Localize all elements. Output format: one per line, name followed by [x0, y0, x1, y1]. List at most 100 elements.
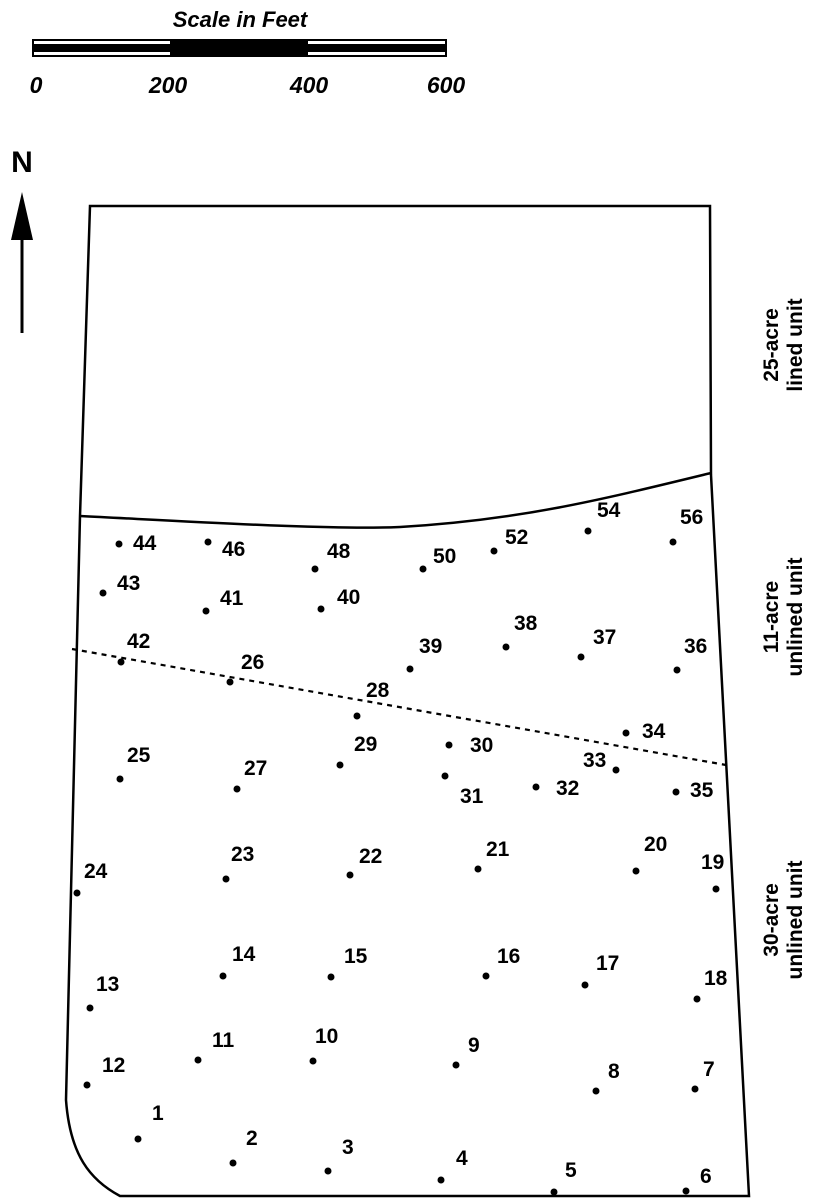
sample-point-label: 3	[342, 1136, 354, 1159]
sample-point-label: 16	[497, 945, 520, 968]
scale-title: Scale in Feet	[173, 7, 309, 32]
sample-point-16: 16	[482, 945, 520, 980]
unit-label-25-acre-line2: lined unit	[784, 298, 807, 391]
unit-label-11-acre-line2: unlined unit	[784, 558, 807, 677]
sample-point-44: 44	[115, 532, 157, 555]
sample-point-label: 18	[704, 967, 728, 990]
sample-point-marker	[612, 766, 620, 774]
sample-point-label: 26	[241, 651, 264, 674]
unit-label-25-acre: 25-acre lined unit	[760, 298, 807, 391]
sample-point-20: 20	[632, 833, 667, 875]
north-label: N	[11, 146, 33, 179]
sample-point-marker	[134, 1135, 142, 1143]
sample-point-marker	[222, 875, 230, 883]
sample-point-label: 33	[583, 749, 606, 772]
sample-point-marker	[233, 785, 241, 793]
sample-point-29: 29	[336, 733, 377, 769]
sample-point-22: 22	[346, 845, 382, 879]
sample-point-10: 10	[309, 1025, 338, 1065]
sample-point-marker	[406, 665, 414, 673]
sample-point-25: 25	[116, 744, 151, 783]
sample-point-marker	[226, 678, 234, 686]
sample-point-label: 2	[246, 1127, 258, 1150]
sample-point-label: 37	[593, 626, 616, 649]
sample-point-11: 11	[194, 1029, 235, 1064]
sample-point-marker	[452, 1061, 460, 1069]
sample-point-marker	[194, 1056, 202, 1064]
site-outline	[64, 204, 751, 1198]
sample-point-marker	[474, 865, 482, 873]
sample-point-label: 50	[433, 545, 456, 568]
sample-point-marker	[682, 1187, 690, 1195]
sample-point-label: 29	[354, 733, 377, 756]
sample-point-label: 42	[127, 630, 150, 653]
sample-point-54: 54	[584, 499, 621, 535]
sample-point-marker	[346, 871, 354, 879]
sample-point-marker	[691, 1085, 699, 1093]
scale-tick-400: 400	[289, 72, 329, 98]
sample-point-label: 17	[596, 952, 619, 975]
sample-point-marker	[115, 540, 123, 548]
sample-point-marker	[673, 666, 681, 674]
sample-point-50: 50	[419, 545, 456, 573]
sample-point-label: 41	[220, 587, 244, 610]
sample-point-label: 43	[117, 572, 140, 595]
sample-point-label: 22	[359, 845, 382, 868]
sample-point-marker	[116, 775, 124, 783]
sample-point-marker	[99, 589, 107, 597]
sample-point-19: 19	[701, 851, 724, 893]
scale-tick-0: 0	[30, 72, 43, 98]
north-arrow: N	[11, 146, 33, 333]
sample-point-label: 23	[231, 843, 254, 866]
sample-point-5: 5	[550, 1159, 577, 1196]
sample-point-marker	[437, 1176, 445, 1184]
sample-point-15: 15	[327, 945, 368, 981]
sample-point-1: 1	[134, 1102, 164, 1143]
sample-point-marker	[324, 1167, 332, 1175]
unit-label-11-acre-line1: 11-acre	[760, 581, 783, 653]
lined-unit-boundary	[79, 471, 712, 529]
sample-point-label: 1	[152, 1102, 164, 1125]
sample-point-8: 8	[592, 1060, 620, 1095]
sample-point-marker	[317, 605, 325, 613]
sample-point-label: 20	[644, 833, 667, 856]
north-arrow-icon	[11, 192, 33, 333]
unit-label-30-acre-line2: unlined unit	[784, 861, 807, 980]
sample-point-7: 7	[691, 1058, 715, 1093]
sample-point-56: 56	[669, 506, 703, 546]
sample-point-marker	[445, 741, 453, 749]
sample-point-marker	[712, 885, 720, 893]
sample-point-marker	[441, 772, 449, 780]
sample-point-marker	[669, 538, 677, 546]
sample-point-3: 3	[324, 1136, 354, 1175]
sample-point-36: 36	[673, 635, 707, 674]
scale-tick-200: 200	[148, 72, 188, 98]
sample-point-9: 9	[452, 1034, 480, 1069]
sample-point-48: 48	[311, 540, 351, 573]
sample-point-52: 52	[490, 526, 528, 555]
sample-point-26: 26	[226, 651, 264, 686]
sample-point-label: 19	[701, 851, 724, 874]
sample-point-marker	[336, 761, 344, 769]
sample-point-label: 7	[703, 1058, 715, 1081]
sample-point-label: 38	[514, 612, 538, 635]
sample-point-marker	[490, 547, 498, 555]
unit-label-11-acre: 11-acre unlined unit	[760, 558, 807, 677]
sample-point-33: 33	[583, 749, 620, 774]
sample-point-label: 56	[680, 506, 703, 529]
sample-point-marker	[672, 788, 680, 796]
sample-point-marker	[353, 712, 361, 720]
sample-point-marker	[532, 783, 540, 791]
sample-point-label: 9	[468, 1034, 480, 1057]
sample-point-label: 46	[222, 538, 245, 561]
sample-point-2: 2	[229, 1127, 258, 1167]
sample-point-label: 39	[419, 635, 442, 658]
sample-point-31: 31	[441, 772, 484, 808]
sample-point-label: 14	[232, 943, 256, 966]
site-boundary	[64, 204, 751, 1198]
sample-point-label: 6	[700, 1165, 712, 1188]
scale-bar-segment-2	[170, 40, 308, 56]
sample-point-label: 24	[84, 860, 108, 883]
sample-point-13: 13	[86, 973, 119, 1012]
sample-point-label: 54	[597, 499, 621, 522]
